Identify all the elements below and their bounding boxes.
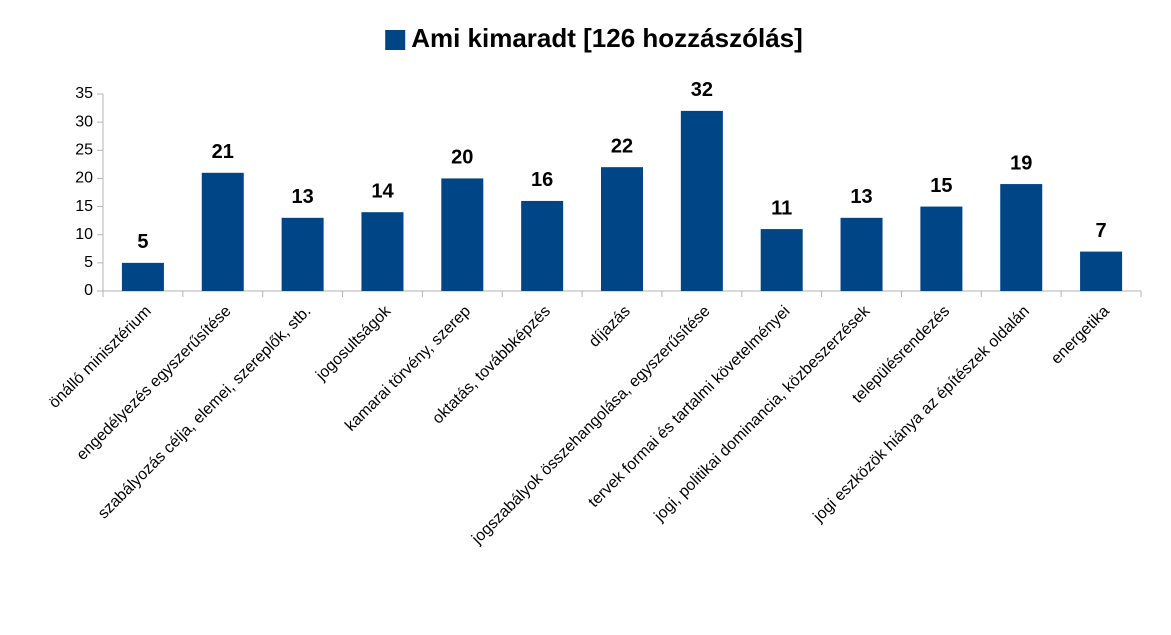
bar (201, 172, 244, 291)
bar (920, 206, 963, 291)
data-label: 20 (451, 147, 473, 169)
data-label: 15 (930, 175, 952, 197)
y-tick-label: 15 (75, 198, 93, 215)
bar (281, 217, 324, 291)
y-tick-label: 10 (75, 226, 93, 243)
y-tick-label: 35 (75, 85, 93, 102)
data-label: 13 (291, 186, 313, 208)
bar (840, 217, 883, 291)
y-tick-label: 25 (75, 142, 93, 159)
bar (441, 178, 484, 291)
bar (521, 200, 564, 291)
bar (680, 110, 723, 291)
data-label: 14 (371, 180, 394, 202)
data-label: 16 (531, 169, 553, 191)
bar (361, 212, 404, 291)
bar (121, 262, 164, 291)
legend-label: Ami kimaradt [126 hozzászólás] (411, 23, 803, 53)
data-label: 13 (850, 186, 872, 208)
legend-marker (385, 30, 406, 50)
bar (1000, 184, 1043, 291)
data-label: 22 (611, 135, 633, 157)
data-label: 19 (1010, 152, 1032, 174)
bar (1080, 251, 1123, 291)
data-label: 11 (771, 197, 792, 219)
bar (601, 167, 643, 291)
y-tick-label: 30 (75, 113, 93, 130)
data-label: 32 (691, 79, 713, 101)
y-tick-label: 0 (84, 282, 93, 299)
data-label: 5 (137, 231, 148, 253)
y-tick-label: 20 (75, 170, 93, 187)
data-label: 7 (1096, 220, 1107, 242)
bar (760, 229, 803, 291)
data-label: 21 (212, 141, 234, 163)
y-tick-label: 5 (84, 254, 93, 271)
